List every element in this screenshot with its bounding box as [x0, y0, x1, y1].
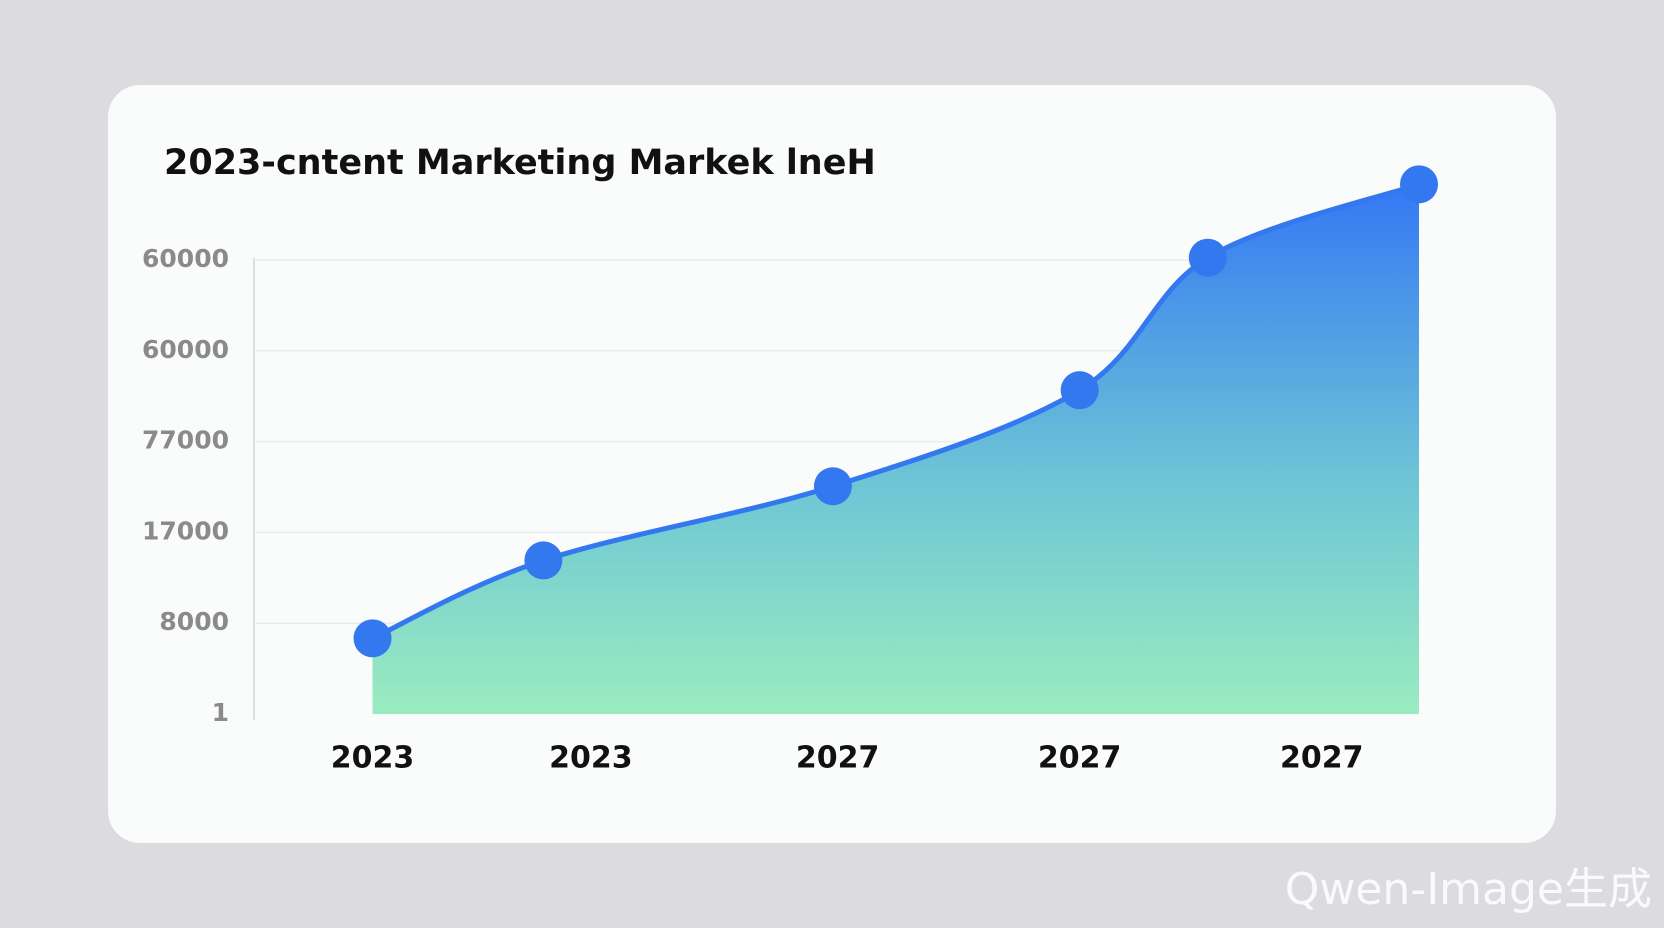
x-tick-label: 2027 [1280, 741, 1364, 776]
watermark: Qwen-Image生成 [1285, 864, 1652, 915]
area [372, 184, 1419, 715]
y-tick-label: 17000 [142, 516, 229, 545]
point [813, 467, 852, 506]
y-tick-label: 77000 [142, 426, 229, 455]
x-tick-label: 2027 [1038, 741, 1122, 776]
chart-title: 2023-cntent Marketing Markek lneH [164, 143, 876, 183]
y-tick-label: 8000 [159, 607, 229, 636]
y-tick-label: 1 [212, 698, 229, 727]
plot: 1 8000 17000 77000 60000 60000 2023 2023 2027 202… [142, 165, 1438, 776]
point [1188, 238, 1227, 277]
y-tick-label: 60000 [142, 244, 229, 273]
point [1400, 165, 1438, 204]
x-tick-label: 2027 [796, 741, 880, 776]
x-tick-label: 2023 [331, 741, 415, 776]
point [524, 541, 563, 580]
point [353, 619, 392, 658]
x-tick-label: 2023 [549, 741, 633, 776]
point [1060, 371, 1099, 410]
y-tick-label: 60000 [142, 335, 229, 364]
